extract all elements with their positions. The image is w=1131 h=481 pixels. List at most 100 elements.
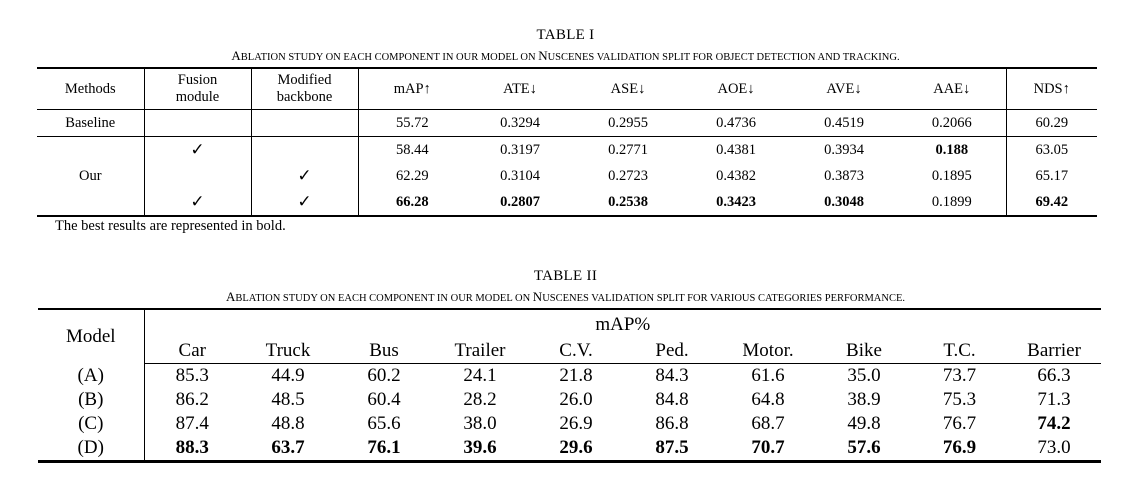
cell-cv: 26.0 (559, 389, 593, 410)
header-fusion-line2: module (175, 89, 220, 105)
cell-truck: 63.7 (271, 437, 305, 458)
cell-barrier: 74.2 (1037, 413, 1071, 434)
table2: Model mAP% Car Truck Bus Trailer C.V. Pe… (38, 308, 1102, 463)
cell-nds: 69.42 (1005, 189, 1097, 216)
title-text-part: BLATION STUDY ON EACH COMPONENT IN OUR M… (240, 52, 539, 63)
cell-ped: 86.8 (655, 413, 689, 434)
header-nds: NDS↑ (1005, 68, 1097, 110)
table2-number: TABLE II (533, 268, 598, 284)
cell-ped: 84.3 (655, 365, 689, 386)
cell-motor: 64.8 (751, 389, 785, 410)
cell-fusion-empty (143, 109, 251, 137)
header-ate: ATE↓ (466, 68, 574, 110)
cell-bus: 60.4 (367, 389, 401, 410)
header-trailer: Trailer (432, 339, 528, 364)
cell-trailer: 39.6 (463, 437, 497, 458)
cell-ate: 0.2807 (500, 193, 540, 210)
header-backbone-line2: backbone (276, 89, 333, 105)
cell-aoe: 0.4736 (682, 109, 790, 137)
header-model: Model (38, 309, 145, 364)
cell-map: 66.28 (357, 189, 466, 216)
cell-tc: 73.7 (942, 365, 977, 386)
table2-title: ABLATION STUDY ON EACH COMPONENT IN OUR … (0, 289, 1131, 305)
cell-cv: 26.9 (559, 413, 593, 434)
cell-ase: 0.2723 (608, 167, 648, 184)
cell-ase: 0.2538 (608, 193, 648, 210)
header-backbone-line1: Modified (277, 72, 332, 88)
cell-map: 62.29 (357, 163, 466, 189)
cell-ave: 0.4519 (790, 109, 898, 137)
cell-nds: 60.29 (1005, 109, 1097, 137)
cell-map: 58.44 (357, 136, 466, 163)
header-ase: ASE↓ (574, 68, 682, 110)
cell-motor: 68.7 (751, 413, 785, 434)
cell-ase: 0.2771 (608, 141, 648, 158)
table2-row-b: (B) 86.2 48.5 60.4 28.2 26.0 84.8 64.8 3… (38, 388, 1101, 412)
title-text-part: A (231, 48, 241, 63)
cell-bus: 76.1 (367, 437, 401, 458)
table1-row-our-1: Our ✓ 58.44 0.3197 0.2771 0.4381 0.3934 … (37, 136, 1097, 184)
header-bus: Bus (336, 339, 432, 364)
table1: Methods Fusion module Modified backbone mA… (37, 67, 1097, 217)
header-fusion-line1: Fusion (177, 72, 218, 88)
title-text-part: N (532, 289, 543, 304)
cell-car: 88.3 (175, 437, 209, 458)
cell-bus: 60.2 (367, 365, 401, 386)
cell-barrier: 71.3 (1037, 389, 1071, 410)
table2-header-row-1: Model mAP% (38, 309, 1101, 364)
header-aoe: AOE↓ (682, 68, 790, 110)
header-ave: AVE↓ (790, 68, 898, 110)
cell-ate: 0.3104 (500, 167, 540, 184)
table1-note: The best results are represented in bold… (55, 218, 286, 234)
cell-nds: 65.17 (1005, 163, 1097, 189)
cell-trailer: 24.1 (463, 365, 497, 386)
cell-cv: 21.8 (559, 365, 593, 386)
title-text-part: USCENES VALIDATION SPLIT FOR OBJECT DETE… (547, 52, 900, 63)
cell-barrier: 66.3 (1037, 365, 1071, 386)
cell-aoe: 0.3423 (716, 193, 756, 210)
cell-ave: 0.3048 (824, 193, 864, 210)
cell-ave: 0.3934 (824, 141, 864, 158)
check-backbone: ✓ (250, 189, 358, 216)
header-map-percent: mAP% (595, 313, 651, 335)
table1-number: TABLE I (536, 27, 595, 43)
cell-truck: 44.9 (271, 365, 305, 386)
cell-aoe: 0.4382 (716, 167, 756, 184)
header-motor: Motor. (720, 339, 816, 364)
title-text-part: N (538, 48, 548, 63)
cell-nds: 63.05 (1005, 136, 1097, 163)
row-label-our: Our (78, 167, 102, 184)
cell-ate: 0.3197 (500, 141, 540, 158)
cell-motor: 61.6 (751, 365, 785, 386)
cell-tc: 75.3 (942, 389, 977, 410)
cell-bike: 57.6 (847, 437, 881, 458)
header-modified-backbone: Modified backbone (250, 68, 358, 110)
table2-row-a: (A) 85.3 44.9 60.2 24.1 21.8 84.3 61.6 3… (38, 363, 1101, 388)
table2-row-d: (D) 88.3 63.7 76.1 39.6 29.6 87.5 70.7 5… (38, 436, 1101, 462)
cell-car: 86.2 (175, 389, 209, 410)
header-truck: Truck (240, 339, 336, 364)
cell-trailer: 38.0 (463, 413, 497, 434)
header-map: mAP↑ (357, 68, 466, 110)
table1-header-row: Methods Fusion module Modified backbone mA… (37, 68, 1097, 110)
cell-aae: 0.2066 (898, 109, 1006, 137)
cell-map: 55.72 (357, 109, 466, 137)
row-label-model: (C) (38, 412, 145, 436)
row-label-model: (D) (38, 436, 145, 462)
cell-ase: 0.2955 (574, 109, 682, 137)
cell-tc: 76.7 (942, 413, 977, 434)
table1-row-our-2: ✓ 62.29 0.3104 0.2723 0.4382 0.3873 0.18… (37, 163, 1097, 189)
cell-bike: 38.9 (847, 389, 881, 410)
check-backbone (250, 136, 358, 163)
cell-ped: 87.5 (655, 437, 689, 458)
cell-barrier: 73.0 (1037, 437, 1071, 458)
table2-row-c: (C) 87.4 48.8 65.6 38.0 26.9 86.8 68.7 4… (38, 412, 1101, 436)
cell-motor: 70.7 (751, 437, 785, 458)
header-ped: Ped. (624, 339, 720, 364)
cell-truck: 48.5 (271, 389, 305, 410)
header-barrier: Barrier (1007, 339, 1102, 364)
check-fusion: ✓ (143, 189, 251, 216)
title-text-part: USCENES VALIDATION SPLIT FOR VARIOUS CAT… (542, 293, 905, 304)
title-text-part: BLATION STUDY ON EACH COMPONENT IN OUR M… (235, 293, 533, 304)
row-label-model: (A) (38, 363, 145, 388)
